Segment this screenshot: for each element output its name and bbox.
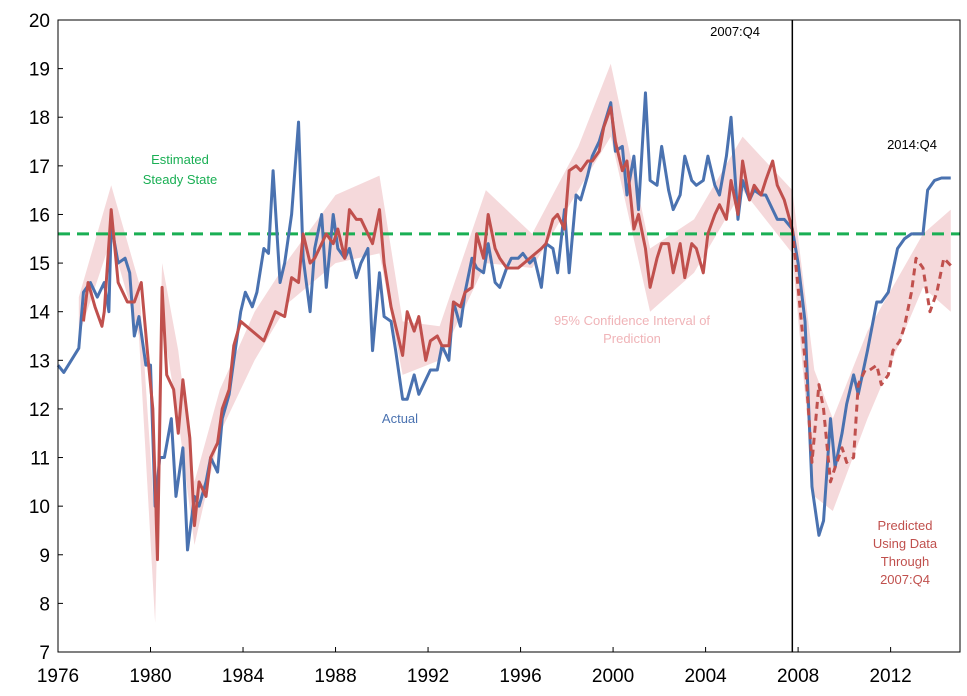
y-tick-label: 15	[29, 254, 50, 275]
x-tick-label: 2008	[777, 666, 819, 687]
series-line	[790, 228, 952, 484]
lines-layer	[56, 20, 960, 652]
x-tick-label: 1980	[129, 666, 171, 687]
y-tick-label: 12	[29, 400, 50, 421]
y-tick-label: 19	[29, 60, 50, 81]
x-tick-label: 1996	[499, 666, 541, 687]
end-label: 2014:Q4	[887, 137, 937, 152]
x-tick-label: 1984	[222, 666, 265, 687]
x-tick-label: 2004	[684, 666, 727, 687]
y-tick-label: 13	[29, 351, 50, 372]
confidence-band	[78, 63, 951, 623]
band-label: Prediction	[603, 331, 661, 346]
text-layer: Estimated Steady State Actual 95% Confid…	[29, 11, 961, 687]
y-tick-label: 16	[29, 205, 50, 226]
steady-state-label: Steady State	[143, 172, 217, 187]
steady-state-label: Estimated	[151, 152, 209, 167]
marker-line-label: 2007:Q4	[710, 24, 760, 39]
y-tick-label: 10	[29, 497, 50, 518]
y-tick-label: 11	[30, 449, 50, 470]
y-tick-label: 8	[39, 594, 50, 615]
prediction-label: Predicted	[878, 518, 933, 533]
series-line	[81, 106, 794, 562]
y-tick-label: 14	[29, 303, 51, 324]
band-label: 95% Confidence Interval of	[554, 313, 710, 328]
actual-label: Actual	[382, 411, 418, 426]
y-tick-label: 20	[29, 11, 50, 32]
x-tick-label: 2012	[869, 666, 911, 687]
x-tick-label: 1976	[37, 666, 79, 687]
prediction-label: Through	[881, 554, 929, 569]
plot-frame	[57, 19, 961, 653]
x-tick-label: 2000	[592, 666, 634, 687]
prediction-label: 2007:Q4	[880, 572, 930, 587]
x-tick-label: 1988	[314, 666, 356, 687]
y-tick-label: 9	[39, 546, 50, 567]
y-tick-label: 17	[29, 157, 50, 178]
x-tick-label: 1992	[407, 666, 449, 687]
y-tick-label: 7	[39, 643, 50, 664]
y-tick-label: 18	[29, 108, 50, 129]
band-layer	[78, 63, 951, 623]
prediction-label: Using Data	[873, 536, 938, 551]
